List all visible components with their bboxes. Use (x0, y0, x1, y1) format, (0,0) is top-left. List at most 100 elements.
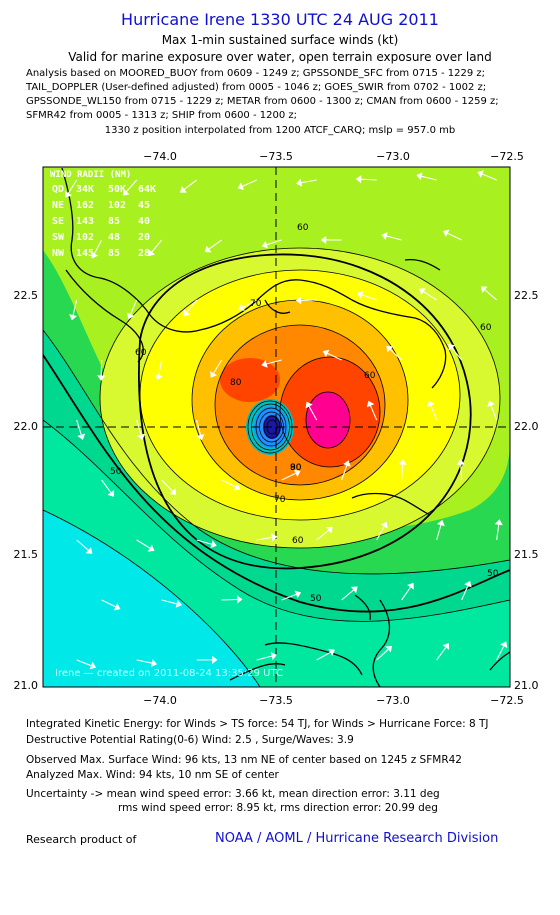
wind-vector-head (236, 595, 243, 604)
ike-line: Integrated Kinetic Energy: for Winds > T… (26, 718, 489, 730)
wind-vector (484, 289, 498, 301)
wind-contours (43, 247, 510, 687)
wind-vector (446, 232, 462, 241)
lon-tick-label: −73.0 (376, 694, 410, 705)
wind-vector-head (85, 547, 93, 554)
wind-vector-head (261, 240, 269, 249)
contour-label: 70 (250, 299, 262, 309)
wind-vector-head (366, 400, 375, 408)
coastlines (61, 167, 510, 687)
map-subtitle: Max 1-min sustained surface winds (kt) (161, 33, 399, 47)
uncertainty-line: Uncertainty -> mean wind speed error: 3.… (26, 788, 440, 800)
wind-vector-head (196, 433, 205, 441)
wind-vector-head (204, 245, 212, 253)
band-85 (306, 392, 350, 448)
wind-radii-cell: 34K (76, 184, 94, 195)
wind-vector-head (456, 459, 465, 465)
wind-vector-head (107, 490, 115, 497)
wind-vector-head (427, 400, 435, 408)
wind-vector-head (380, 521, 388, 529)
map-title: Hurricane Irene 1330 UTC 24 AUG 2011 (121, 10, 439, 29)
wind-vector (430, 404, 438, 421)
wind-vector-head (419, 288, 426, 296)
contour-label: 60 (297, 223, 309, 233)
analyzed-max-line: Analyzed Max. Wind: 94 kts, 10 nm SE of … (26, 769, 279, 781)
wind-vector-head (169, 488, 177, 496)
wind-vector (101, 599, 117, 608)
wind-vector (420, 175, 437, 181)
wind-vector (241, 179, 257, 187)
wind-radii-cell: 85 (108, 248, 120, 259)
wind-vector-head (179, 186, 187, 193)
wind-vector (369, 405, 378, 421)
wind-vector-head (294, 590, 302, 599)
wind-vector (360, 178, 377, 181)
wind-radii-cell: 50K (108, 184, 126, 195)
lon-tick-label: −72.5 (490, 694, 524, 705)
wind-vector (256, 536, 273, 541)
contour-label: 70 (274, 495, 286, 505)
wind-vector-head (487, 400, 495, 408)
wind-vector (125, 179, 138, 193)
observed-max-line: Observed Max. Surface Wind: 96 kts, 13 n… (26, 754, 462, 766)
wind-vector (136, 659, 153, 664)
wind-vector-head (271, 533, 278, 542)
contour-label: 60 (364, 371, 376, 381)
wind-vector-head (328, 648, 335, 657)
wind-radii-cell: 102 (108, 200, 126, 211)
wind-vector-head (210, 370, 218, 378)
wind-vector (186, 299, 198, 313)
wind-vector-head (183, 309, 191, 317)
wind-radii-cell: 20 (138, 232, 150, 243)
wind-vector (281, 593, 297, 601)
storm-force-contour (43, 354, 510, 613)
wind-vector-head (305, 401, 313, 409)
organization-link[interactable]: NOAA / AOML / Hurricane Research Divisio… (215, 831, 499, 846)
analysis-line: Analysis based on MOORED_BUOY from 0609 … (26, 68, 486, 79)
lat-tick-label: 21.0 (514, 679, 539, 692)
wind-vector (266, 359, 282, 365)
wind-vector-head (326, 526, 333, 534)
lat-tick-label: 22.5 (514, 289, 539, 302)
wind-vector-head (416, 172, 423, 181)
wind-vector (161, 599, 178, 605)
research-label: Research product of (26, 833, 137, 846)
contour-label: 80 (230, 378, 242, 388)
wind-vector (158, 359, 163, 376)
wind-radii-cell: 64K (138, 184, 156, 195)
wind-vector-head (320, 235, 327, 245)
wind-vector (316, 529, 330, 541)
wind-vector (208, 239, 222, 250)
wind-vector (436, 524, 442, 541)
wind-vector-head (381, 232, 388, 241)
wind-vector (221, 598, 238, 601)
wind-vector-head (126, 312, 135, 320)
wind-vector-head (154, 374, 163, 381)
wind-vector (161, 479, 174, 492)
wind-vector-head (385, 645, 393, 653)
wind-vector-head (69, 314, 78, 321)
wind-vector (361, 294, 377, 301)
wind-vector-head (90, 251, 99, 259)
lat-tick-label: 21.0 (14, 679, 39, 692)
lon-tick-label: −73.5 (259, 150, 293, 163)
wind-radii-cell: 102 (76, 232, 94, 243)
wind-vector-head (477, 170, 484, 178)
wind-radii-header: WIND RADII (NM) (50, 170, 131, 180)
wind-radii-cell: SW (52, 232, 65, 243)
contour-label: 50 (110, 467, 122, 477)
wind-vector (376, 525, 385, 541)
contour-label: 60 (292, 536, 304, 546)
wind-vector (341, 589, 355, 601)
lat-tick-label: 21.5 (514, 548, 539, 561)
wind-vector-head (97, 375, 106, 381)
wind-vector-head (238, 303, 245, 311)
wind-vector (389, 348, 403, 361)
wind-vector-head (237, 182, 245, 190)
wind-vector-head (233, 483, 241, 491)
wind-vector-head (480, 286, 488, 294)
lat-tick-label: 22.5 (14, 289, 39, 302)
hurricane-force-contour (138, 253, 472, 570)
contour-label: 60 (135, 348, 147, 358)
wind-vector-head (356, 291, 364, 299)
